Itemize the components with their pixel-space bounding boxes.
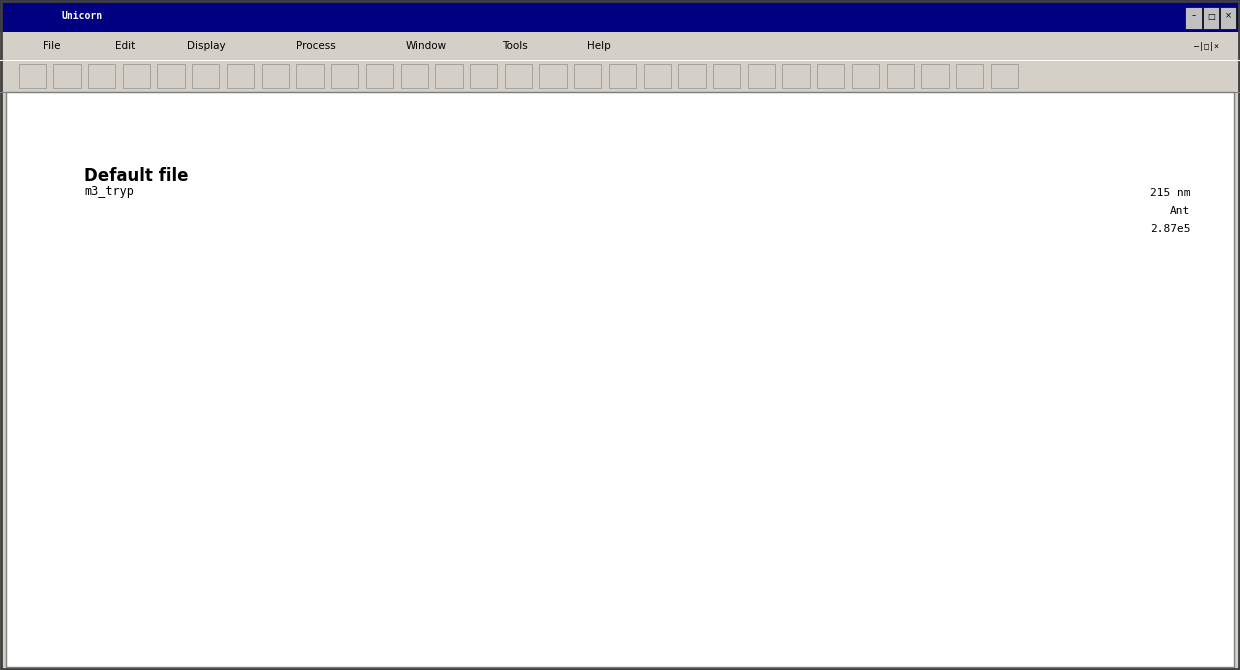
Text: 3: 3 [391, 452, 397, 465]
Y-axis label: %: % [42, 387, 50, 401]
Text: Window: Window [405, 42, 446, 51]
Text: 6: 6 [479, 230, 486, 243]
Text: 11: 11 [755, 208, 769, 220]
Text: □: □ [1207, 11, 1215, 21]
Text: Default file: Default file [84, 167, 188, 185]
Text: m3_tryp: m3_tryp [84, 185, 134, 198]
Text: 1: 1 [246, 491, 253, 505]
Text: Unicorn: Unicorn [62, 11, 103, 21]
Text: 2.87e5: 2.87e5 [1149, 224, 1190, 234]
Text: Display: Display [187, 42, 226, 51]
Text: 10: 10 [724, 441, 738, 454]
Text: 7: 7 [527, 463, 534, 476]
Text: 5: 5 [441, 517, 448, 529]
Text: –|□|×: –|□|× [1184, 42, 1219, 51]
X-axis label: Time: Time [620, 618, 651, 632]
Text: 12: 12 [789, 272, 802, 285]
Text: –: – [1192, 11, 1195, 21]
Text: File: File [43, 42, 61, 51]
Text: 9: 9 [663, 458, 670, 470]
Text: Process: Process [296, 42, 336, 51]
Text: Tools: Tools [502, 42, 528, 51]
Text: 14: 14 [968, 368, 982, 381]
Text: 2: 2 [368, 373, 374, 387]
Text: 8: 8 [619, 300, 626, 314]
Text: 4: 4 [408, 469, 415, 482]
Text: Ant: Ant [1171, 206, 1190, 216]
Text: ×: × [1225, 11, 1231, 21]
Text: Help: Help [587, 42, 610, 51]
Text: 13: 13 [879, 351, 894, 364]
Text: 215 nm: 215 nm [1149, 188, 1190, 198]
Text: Edit: Edit [115, 42, 135, 51]
